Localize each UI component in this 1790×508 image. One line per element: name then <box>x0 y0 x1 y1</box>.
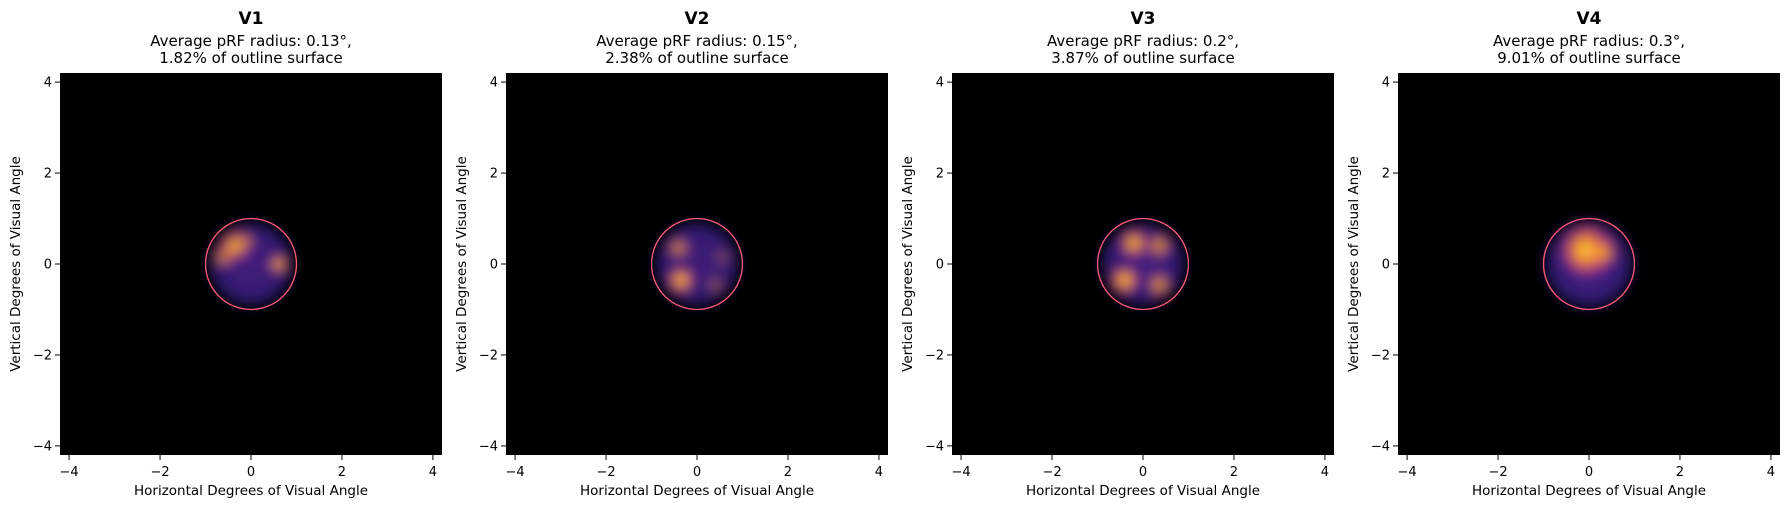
x-tick-label: −4 <box>506 465 525 480</box>
y-tick-label: −2 <box>33 348 52 363</box>
density-hotspot <box>1110 265 1140 295</box>
x-tick-label: −2 <box>1488 465 1507 480</box>
x-tick-label: 4 <box>1767 465 1775 480</box>
y-tick-label: 0 <box>490 258 498 273</box>
panel-v1: V1 Average pRF radius: 0.13°,1.82% of out… <box>8 9 442 499</box>
x-tick-label: 0 <box>1585 465 1593 480</box>
y-tick-label: 4 <box>936 76 944 91</box>
y-tick-label: −4 <box>479 439 498 454</box>
density-hotspot <box>706 275 725 294</box>
x-tick-label: 0 <box>1139 465 1147 480</box>
panel-title: V3 <box>1131 9 1156 29</box>
y-axis-label: Vertical Degrees of Visual Angle <box>454 156 470 372</box>
y-axis-label: Vertical Degrees of Visual Angle <box>8 156 24 372</box>
density-hotspot <box>1586 236 1619 269</box>
outline-circle <box>1542 217 1636 311</box>
x-tick-label: −2 <box>596 465 615 480</box>
panel-v2: V2 Average pRF radius: 0.15°,2.38% of out… <box>454 9 888 499</box>
panel-subtitle-line: 3.87% of outline surface <box>1051 49 1235 67</box>
x-tick-label: −2 <box>150 465 169 480</box>
density-hotspot <box>268 253 289 275</box>
x-tick-label: 2 <box>784 465 792 480</box>
x-tick-label: −4 <box>952 465 971 480</box>
density-hotspot <box>667 236 691 260</box>
y-tick-label: −4 <box>1371 439 1390 454</box>
y-tick-label: 2 <box>936 167 944 182</box>
outline-circle <box>1096 217 1190 311</box>
y-tick-label: 0 <box>936 258 944 273</box>
panel-title: V1 <box>239 9 264 29</box>
density-hotspot <box>1146 233 1172 259</box>
x-tick-label: 4 <box>875 465 883 480</box>
outline-circle <box>650 217 744 311</box>
panel-v4: V4 Average pRF radius: 0.3°,9.01% of outl… <box>1346 9 1780 499</box>
density-hotspot <box>667 266 695 294</box>
panel-title: V4 <box>1577 9 1602 29</box>
density-field <box>1541 216 1637 312</box>
x-tick-label: 0 <box>247 465 255 480</box>
density-hotspot <box>1146 271 1172 298</box>
y-axis-label: Vertical Degrees of Visual Angle <box>900 156 916 372</box>
density-field <box>205 218 297 310</box>
x-tick-label: −2 <box>1042 465 1061 480</box>
panel-subtitle-line: 1.82% of outline surface <box>159 49 343 67</box>
x-tick-label: −4 <box>1398 465 1417 480</box>
y-tick-label: −2 <box>479 348 498 363</box>
y-tick-label: 4 <box>1382 76 1390 91</box>
panel-v3: V3 Average pRF radius: 0.2°,3.87% of outl… <box>900 9 1334 499</box>
y-tick-label: 2 <box>1382 167 1390 182</box>
y-tick-label: −2 <box>1371 348 1390 363</box>
y-tick-label: 4 <box>490 76 498 91</box>
x-tick-label: 2 <box>1230 465 1238 480</box>
y-tick-label: 0 <box>1382 258 1390 273</box>
y-tick-label: 4 <box>44 76 52 91</box>
outline-circle <box>204 217 298 311</box>
y-tick-label: −4 <box>33 439 52 454</box>
y-tick-label: −2 <box>925 348 944 363</box>
y-tick-label: 0 <box>44 258 52 273</box>
panel-subtitle-line: 2.38% of outline surface <box>605 49 789 67</box>
density-hotspot <box>212 245 236 269</box>
density-hotspot <box>1119 228 1149 259</box>
density-hotspot <box>712 248 732 267</box>
density-field <box>651 218 743 310</box>
density-field <box>1097 218 1189 310</box>
x-tick-label: 2 <box>1676 465 1684 480</box>
y-tick-label: 2 <box>490 167 498 182</box>
x-axis-label: Horizontal Degrees of Visual Angle <box>1026 483 1260 499</box>
x-tick-label: 4 <box>1321 465 1329 480</box>
y-tick-label: −4 <box>925 439 944 454</box>
x-tick-label: −4 <box>60 465 79 480</box>
panel-title: V2 <box>685 9 710 29</box>
panel-subtitle-line: Average pRF radius: 0.15°, <box>596 32 798 50</box>
panel-subtitle-line: 9.01% of outline surface <box>1497 49 1681 67</box>
x-tick-label: 2 <box>338 465 346 480</box>
x-axis-label: Horizontal Degrees of Visual Angle <box>580 483 814 499</box>
density-hotspot <box>237 232 256 251</box>
x-axis-label: Horizontal Degrees of Visual Angle <box>134 483 368 499</box>
x-tick-label: 4 <box>429 465 437 480</box>
panel-subtitle-line: Average pRF radius: 0.13°, <box>150 32 352 50</box>
x-axis-label: Horizontal Degrees of Visual Angle <box>1472 483 1706 499</box>
x-tick-label: 0 <box>693 465 701 480</box>
y-axis-label: Vertical Degrees of Visual Angle <box>1346 156 1362 372</box>
panel-subtitle-line: Average pRF radius: 0.2°, <box>1047 32 1239 50</box>
panel-subtitle-line: Average pRF radius: 0.3°, <box>1493 32 1685 50</box>
y-tick-label: 2 <box>44 167 52 182</box>
